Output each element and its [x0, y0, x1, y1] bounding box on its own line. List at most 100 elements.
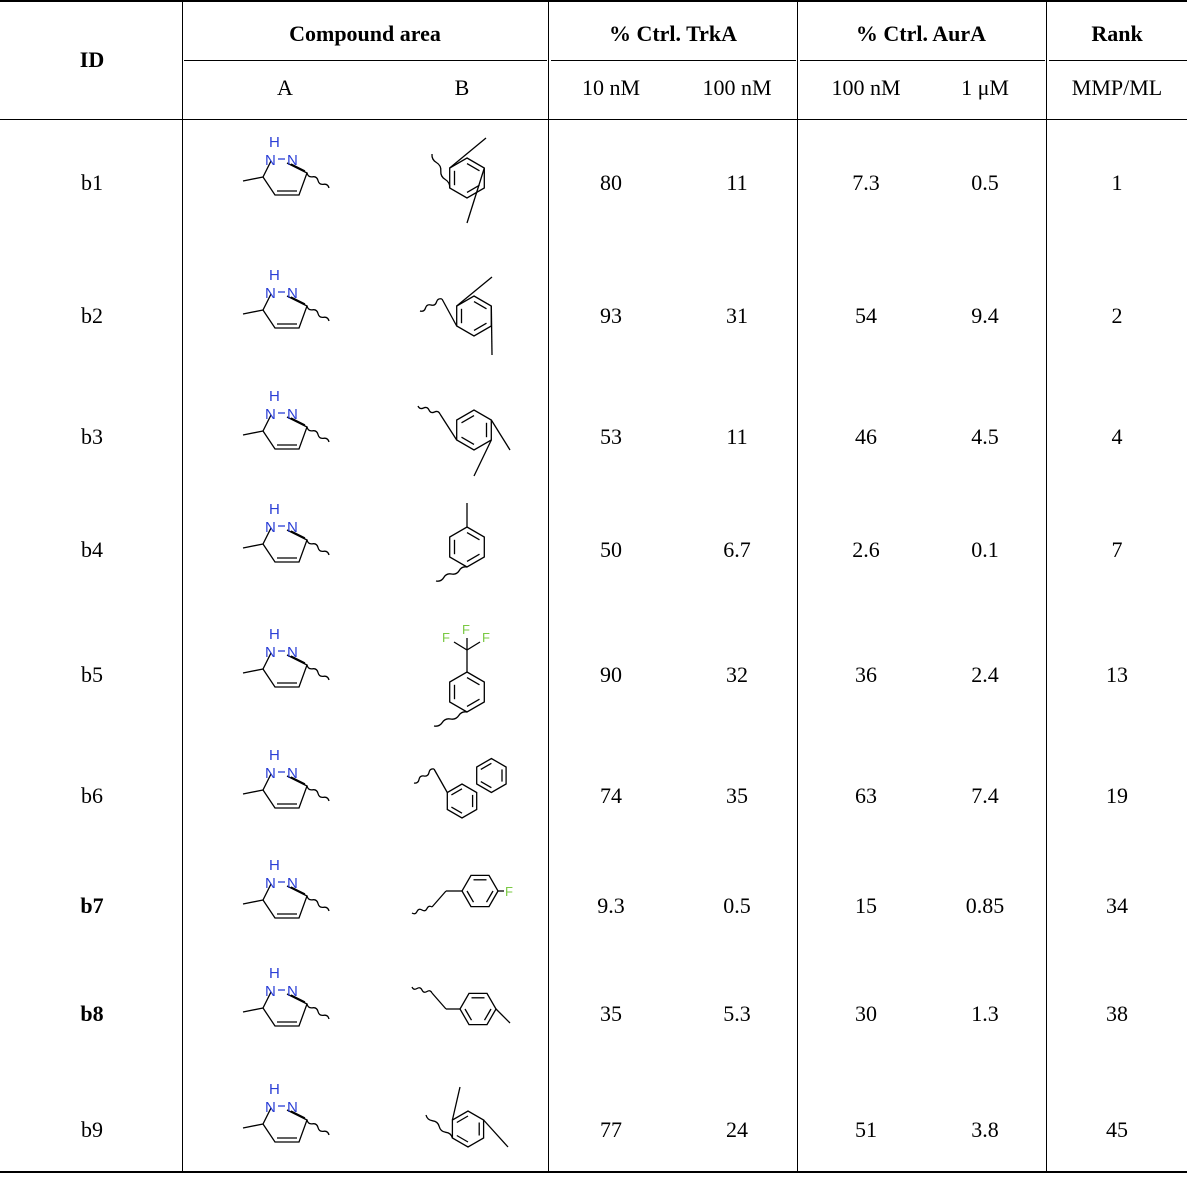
svg-text:H: H	[269, 1081, 280, 1098]
rank-value: 2	[1111, 303, 1123, 328]
header-trka: % Ctrl. TrkA	[608, 21, 738, 46]
compound-id: b1	[81, 170, 103, 195]
trka-100nm-value: 0.5	[723, 893, 751, 918]
aura-1um-value: 9.4	[971, 303, 999, 328]
header-aura-100nm: 100 nM	[831, 75, 901, 100]
header-underline-aura	[800, 60, 1045, 61]
header-aura: % Ctrl. AurA	[855, 21, 987, 46]
svg-text:N: N	[265, 983, 276, 1000]
aura-1um-value: 7.4	[971, 783, 999, 808]
aura-100nm-value: 46	[855, 424, 877, 449]
svg-text:H: H	[269, 267, 280, 284]
svg-text:N: N	[265, 285, 276, 302]
trka-10nm-value: 77	[600, 1117, 622, 1142]
trka-10nm-value: 9.3	[597, 893, 625, 918]
compound-id: b8	[80, 1001, 104, 1026]
trka-100nm-value: 31	[726, 303, 748, 328]
aura-100nm-value: 63	[855, 783, 877, 808]
svg-text:N: N	[287, 285, 298, 302]
svg-text:N: N	[265, 519, 276, 536]
svg-text:N: N	[265, 765, 276, 782]
header-aura-1um: 1 μM	[961, 75, 1009, 100]
svg-text:N: N	[287, 644, 298, 661]
top-rule	[0, 0, 1187, 2]
trka-100nm-value: 6.7	[723, 537, 751, 562]
svg-text:H: H	[269, 501, 280, 518]
trka-10nm-value: 50	[600, 537, 622, 562]
bottom-rule	[0, 1171, 1187, 1173]
svg-text:N: N	[265, 152, 276, 169]
svg-text:N: N	[265, 406, 276, 423]
aura-100nm-value: 15	[855, 893, 877, 918]
aura-100nm-value: 36	[855, 662, 877, 687]
compound-id: b7	[80, 893, 104, 918]
aura-1um-value: 2.4	[971, 662, 999, 687]
header-rank-sub: MMP/ML	[1071, 75, 1163, 100]
header-underline-trka	[551, 60, 796, 61]
svg-text:H: H	[269, 747, 280, 764]
trka-100nm-value: 11	[726, 424, 748, 449]
trka-100nm-value: 35	[726, 783, 748, 808]
compound-id: b6	[81, 783, 103, 808]
structure-a-pyrazole: H N N	[242, 1081, 330, 1143]
trka-10nm-value: 53	[600, 424, 622, 449]
structure-b-2-4-dimethylphenyl	[425, 1086, 509, 1148]
svg-text:F: F	[462, 622, 470, 637]
svg-text:N: N	[287, 875, 298, 892]
trka-100nm-value: 32	[726, 662, 748, 687]
trka-10nm-value: 80	[600, 170, 622, 195]
rank-value: 38	[1106, 1001, 1128, 1026]
aura-1um-value: 0.1	[971, 537, 999, 562]
compound-id: b2	[81, 303, 103, 328]
structure-b-3-4-dimethylbenzyl	[417, 405, 511, 477]
rank-value: 34	[1106, 893, 1128, 918]
svg-text:H: H	[269, 965, 280, 982]
structure-a-pyrazole: H N N	[242, 501, 330, 563]
compound-id: b4	[81, 537, 103, 562]
svg-text:H: H	[269, 857, 280, 874]
aura-100nm-value: 2.6	[852, 537, 880, 562]
structure-a-pyrazole: H N N	[242, 626, 330, 688]
trka-10nm-value: 74	[600, 783, 622, 808]
trka-10nm-value: 90	[600, 662, 622, 687]
svg-text:F: F	[442, 630, 450, 645]
svg-text:H: H	[269, 626, 280, 643]
structure-a-pyrazole: H N N	[242, 965, 330, 1027]
structure-b-3-methylphenyl	[435, 503, 485, 582]
trka-10nm-value: 35	[600, 1001, 622, 1026]
structure-a-pyrazole: H N N	[242, 857, 330, 919]
rank-value: 7	[1111, 537, 1123, 562]
header-col-a: A	[277, 75, 293, 100]
trka-100nm-value: 24	[726, 1117, 748, 1142]
compound-id: b3	[81, 424, 103, 449]
header-underline-compound	[184, 60, 547, 61]
structure-a-pyrazole: H N N	[242, 267, 330, 329]
trka-100nm-value: 11	[726, 170, 748, 195]
aura-100nm-value: 54	[855, 303, 877, 328]
structure-a-pyrazole: H N N	[242, 388, 330, 450]
aura-100nm-value: 7.3	[852, 170, 880, 195]
structure-a-pyrazole: H N N	[242, 747, 330, 809]
header-compound-area: Compound area	[289, 21, 441, 46]
aura-100nm-value: 51	[855, 1117, 877, 1142]
rank-value: 1	[1111, 170, 1123, 195]
header-col-b: B	[454, 75, 470, 100]
svg-text:F: F	[482, 630, 490, 645]
aura-1um-value: 1.3	[971, 1001, 999, 1026]
structure-b-2-5-dimethylphenyl	[431, 137, 487, 224]
svg-text:H: H	[269, 388, 280, 405]
aura-1um-value: 4.5	[971, 424, 999, 449]
svg-text:N: N	[287, 519, 298, 536]
structure-b-1-naphthylmethyl	[413, 757, 507, 819]
compound-id: b5	[81, 662, 103, 687]
col-divider-4	[1046, 0, 1047, 1173]
rank-value: 19	[1106, 783, 1128, 808]
aura-100nm-value: 30	[855, 1001, 877, 1026]
svg-text:N: N	[287, 406, 298, 423]
structure-b-2-5-dimethylbenzyl	[419, 276, 493, 356]
rank-value: 4	[1111, 424, 1123, 449]
header-trka-100nm: 100 nM	[702, 75, 772, 100]
structure-b-4-fluorobenzyl: F	[411, 874, 513, 915]
rank-value: 13	[1106, 662, 1128, 687]
svg-text:N: N	[265, 875, 276, 892]
